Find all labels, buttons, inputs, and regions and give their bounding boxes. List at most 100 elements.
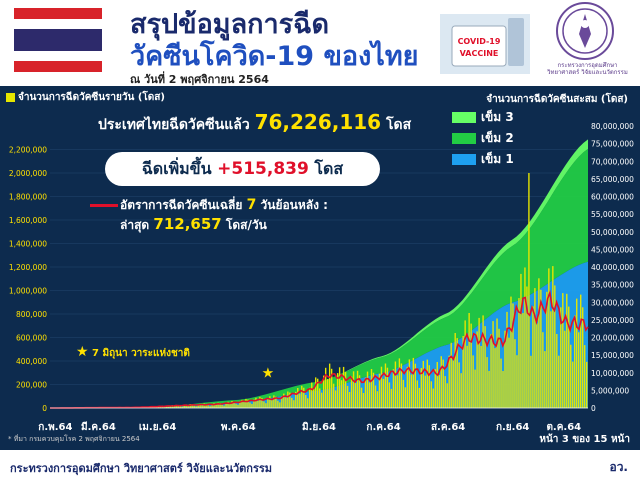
right-tick-label: 35,000,000 bbox=[591, 281, 634, 290]
page-subtitle: วัคซีนโควิด-19 ของไทย bbox=[130, 41, 419, 72]
daily-bar bbox=[253, 399, 255, 408]
daily-bar bbox=[580, 294, 582, 408]
daily-bar bbox=[211, 404, 213, 408]
daily-bar bbox=[468, 313, 470, 408]
daily-bar bbox=[522, 313, 524, 408]
daily-bar bbox=[255, 397, 257, 408]
daily-bar bbox=[516, 355, 518, 408]
daily-bar bbox=[402, 379, 405, 408]
ministry-name-line2: วิทยาศาสตร์ วิจัยและนวัตกรรม bbox=[547, 69, 628, 76]
avg-line2-prefix: ล่าสุด bbox=[120, 218, 150, 232]
left-tick-label: 800,000 bbox=[16, 310, 47, 319]
daily-bar bbox=[175, 404, 177, 408]
daily-bar bbox=[430, 381, 432, 408]
daily-bar bbox=[307, 398, 309, 408]
daily-bar bbox=[328, 363, 331, 408]
covid-label-2: VACCINE bbox=[460, 49, 499, 58]
daily-bar bbox=[315, 377, 317, 408]
avg-line1-suffix: วันย้อนหลัง : bbox=[260, 198, 328, 212]
month-label: มี.ค.64 bbox=[81, 421, 116, 433]
daily-bar bbox=[478, 317, 480, 408]
daily-bar bbox=[370, 369, 373, 408]
daily-bar bbox=[291, 397, 293, 408]
daily-bar bbox=[173, 406, 175, 408]
daily-bar bbox=[490, 334, 492, 408]
daily-bar bbox=[524, 267, 526, 408]
total-value: 76,226,116 bbox=[254, 110, 382, 134]
daily-bar bbox=[572, 361, 574, 408]
daily-bar bbox=[263, 401, 265, 408]
daily-bar bbox=[452, 360, 454, 408]
thai-flag-icon bbox=[14, 8, 102, 72]
ministry-logo-icon bbox=[556, 2, 614, 60]
daily-bar bbox=[249, 402, 251, 408]
daily-bar bbox=[398, 358, 401, 408]
daily-bar bbox=[305, 395, 307, 408]
daily-bar bbox=[520, 273, 522, 408]
daily-bar bbox=[496, 318, 498, 408]
daily-bar bbox=[576, 298, 578, 408]
daily-bar bbox=[193, 405, 195, 408]
daily-bar bbox=[241, 399, 243, 408]
daily-bar bbox=[332, 383, 335, 408]
legend-item-dose3: เข็ม 3 bbox=[452, 108, 524, 127]
left-tick-label: 1,400,000 bbox=[9, 240, 47, 249]
daily-bar bbox=[528, 173, 530, 408]
daily-bar bbox=[532, 306, 534, 408]
daily-bar bbox=[526, 286, 528, 408]
daily-bar bbox=[378, 373, 381, 408]
daily-bar bbox=[342, 366, 345, 408]
daily-bar bbox=[470, 323, 472, 408]
legend-item-dose1: เข็ม 1 bbox=[452, 150, 524, 169]
daily-bar bbox=[510, 296, 512, 408]
daily-bar bbox=[271, 399, 273, 408]
daily-bar bbox=[504, 330, 506, 408]
daily-bar bbox=[251, 403, 253, 408]
daily-bar bbox=[410, 374, 413, 408]
daily-bar bbox=[207, 405, 209, 408]
daily-bar bbox=[239, 401, 241, 408]
daily-bar bbox=[231, 401, 233, 408]
daily-bar bbox=[394, 361, 397, 408]
ministry-name: กระทรวงการอุดมศึกษา วิทยาศาสตร์ วิจัยและ… bbox=[535, 62, 640, 76]
daily-bar bbox=[217, 402, 219, 408]
daily-bar bbox=[584, 345, 586, 408]
daily-bar bbox=[374, 385, 377, 408]
daily-bar bbox=[295, 391, 297, 408]
daily-bar bbox=[462, 336, 464, 408]
month-label: พ.ค.64 bbox=[221, 422, 256, 433]
left-tick-label: 1,600,000 bbox=[9, 216, 47, 225]
daily-bar bbox=[360, 387, 363, 408]
daily-bar bbox=[287, 391, 289, 408]
daily-bar bbox=[201, 405, 203, 408]
daily-bar bbox=[546, 291, 548, 408]
increase-prefix: ฉีดเพิ่มขึ้น bbox=[141, 159, 212, 178]
star-icon: ★ bbox=[76, 344, 89, 360]
month-label: ก.ย.64 bbox=[496, 422, 529, 433]
daily-bar bbox=[354, 382, 357, 408]
daily-bar bbox=[219, 403, 221, 408]
legend-swatch-dose2 bbox=[452, 133, 476, 144]
daily-bar bbox=[317, 378, 319, 408]
daily-bar bbox=[450, 342, 452, 408]
daily-bar bbox=[324, 367, 327, 408]
left-tick-label: 1,800,000 bbox=[9, 193, 47, 202]
daily-bar bbox=[313, 389, 315, 408]
daily-bar bbox=[362, 393, 365, 408]
daily-bar bbox=[237, 404, 239, 408]
daily-bar bbox=[350, 376, 353, 408]
daily-bar bbox=[225, 402, 227, 408]
month-label: ส.ค.64 bbox=[431, 422, 465, 433]
daily-bar bbox=[159, 406, 161, 408]
legend-swatch-dose1 bbox=[452, 154, 476, 165]
daily-bar bbox=[570, 344, 572, 408]
daily-bar bbox=[512, 303, 514, 408]
daily-bar bbox=[165, 406, 167, 408]
daily-bar bbox=[221, 404, 223, 408]
right-tick-label: 55,000,000 bbox=[591, 210, 634, 219]
daily-bar bbox=[396, 375, 399, 408]
daily-bar bbox=[436, 362, 438, 408]
daily-bar bbox=[514, 339, 516, 408]
daily-bar bbox=[348, 392, 351, 408]
daily-bar bbox=[482, 315, 484, 408]
